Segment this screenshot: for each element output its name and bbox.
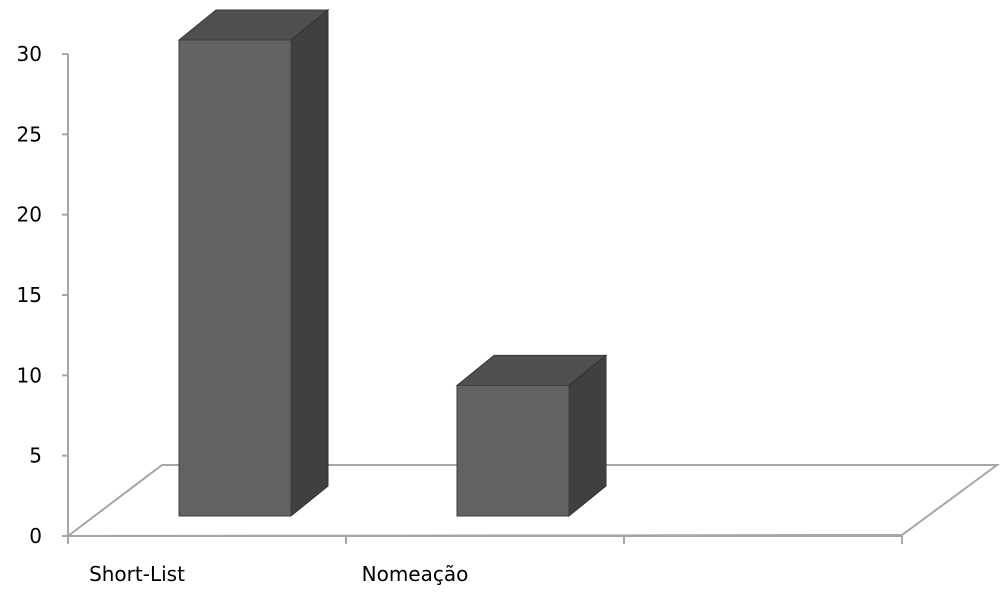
y-tick-label: 25	[17, 122, 42, 146]
bar	[456, 384, 570, 517]
x-tick-label: Nomeação	[362, 562, 469, 586]
y-tick-label: 5	[29, 444, 42, 468]
y-tick-label: 20	[17, 203, 42, 227]
y-tick-label: 0	[29, 524, 42, 548]
bar	[178, 39, 292, 517]
bar-side	[290, 8, 329, 518]
axes	[62, 53, 903, 544]
y-tick-label: 10	[17, 363, 42, 387]
x-tick-label: Short-List	[89, 562, 185, 586]
bars	[177, 8, 608, 518]
y-tick-label: 30	[17, 42, 42, 66]
y-tick-label: 15	[17, 283, 42, 307]
labels: 0 5 10 15 20 25 30 Short-List Nomeação	[17, 42, 469, 586]
